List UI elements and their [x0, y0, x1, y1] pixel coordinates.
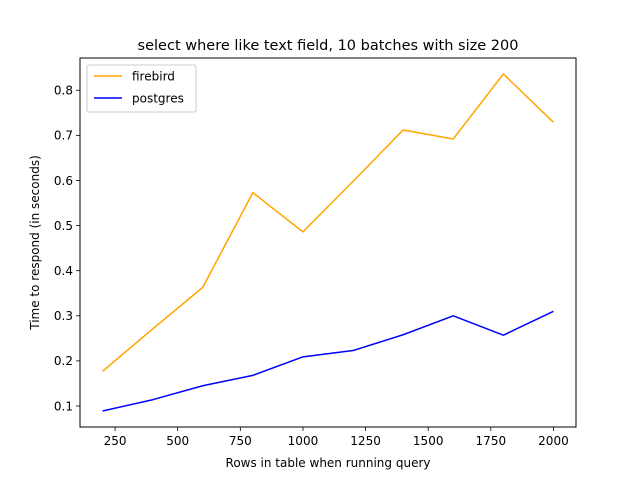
y-tick-label: 0.3 — [54, 309, 73, 323]
series-layer — [102, 73, 554, 412]
y-tick-label: 0.7 — [54, 129, 73, 143]
series-line-postgres — [102, 310, 554, 412]
y-axis-label: Time to respond (in seconds) — [28, 155, 42, 331]
y-tick-label: 0.6 — [54, 174, 73, 188]
y-tick-label: 0.2 — [54, 354, 73, 368]
y-tick-label: 0.8 — [54, 84, 73, 98]
x-tick-label: 1750 — [476, 434, 507, 448]
y-axis: 0.1 0.2 0.3 0.4 0.5 0.6 0.7 0.8 — [54, 84, 80, 413]
x-tick-label: 500 — [166, 434, 189, 448]
legend-label-postgres: postgres — [132, 91, 184, 105]
series-line-firebird — [102, 73, 554, 372]
x-tick-label: 1500 — [413, 434, 444, 448]
y-tick-label: 0.4 — [54, 264, 73, 278]
x-tick-label: 750 — [229, 434, 252, 448]
legend: firebird postgres — [86, 64, 197, 113]
x-axis-label: Rows in table when running query — [226, 456, 431, 470]
legend-label-firebird: firebird — [132, 69, 175, 83]
x-tick-label: 2000 — [538, 434, 569, 448]
chart-title: select where like text field, 10 batches… — [138, 38, 519, 54]
x-tick-label: 250 — [104, 434, 127, 448]
plot-frame — [79, 57, 577, 428]
x-axis: 250 500 750 1000 1250 1500 1750 2000 — [104, 427, 569, 448]
y-tick-label: 0.5 — [54, 219, 73, 233]
y-tick-label: 0.1 — [54, 399, 73, 413]
x-tick-label: 1000 — [288, 434, 319, 448]
x-tick-label: 1250 — [350, 434, 381, 448]
